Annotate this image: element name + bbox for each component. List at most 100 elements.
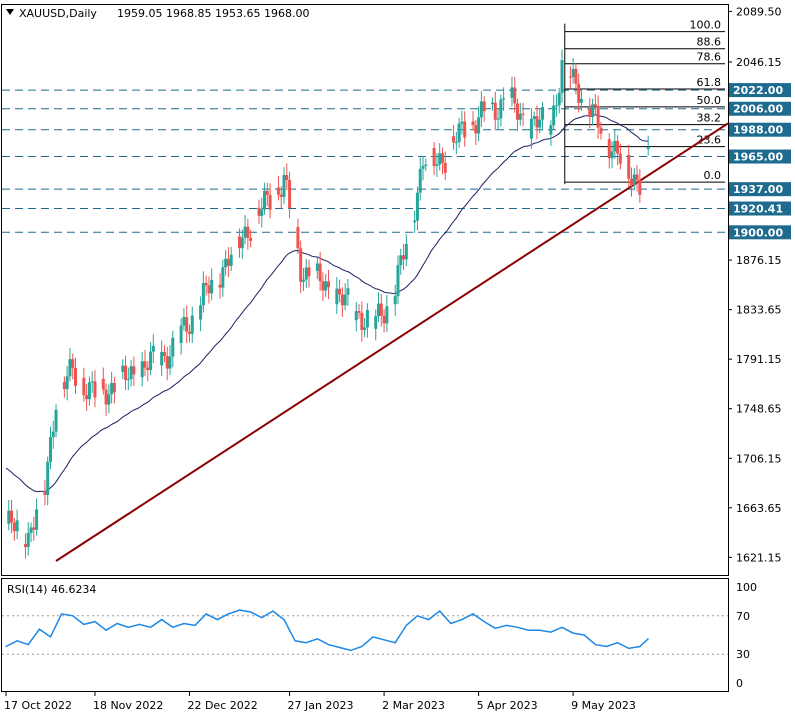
candle-body [577, 83, 581, 103]
candle-body [162, 351, 166, 357]
candle-body [260, 209, 264, 216]
y-tick-label: 2089.50 [736, 5, 782, 18]
level-label: 2006.00 [733, 103, 783, 116]
candle-body [607, 139, 611, 159]
candle-body [26, 532, 30, 548]
candle-body [568, 76, 572, 78]
candle-body [638, 180, 642, 195]
candle-body [421, 165, 425, 169]
rsi-point [216, 619, 218, 621]
level-label-box [729, 225, 791, 240]
candle-body [632, 174, 636, 186]
rsi-point [494, 627, 496, 629]
candle-body [263, 190, 267, 210]
collapse-triangle-icon[interactable] [6, 9, 14, 15]
candle-body [51, 431, 55, 438]
rsi-tick-label: 70 [736, 610, 750, 623]
candle-body [591, 104, 595, 118]
candle-body [187, 331, 191, 334]
trendline [55, 122, 729, 562]
candle-body [471, 121, 475, 126]
level-label-box [729, 101, 791, 116]
candle-body [374, 316, 378, 329]
candle-body [226, 258, 230, 266]
rsi-point [561, 626, 563, 628]
candle-body [65, 376, 69, 390]
candlesticks [7, 49, 650, 559]
level-label: 1900.00 [733, 226, 783, 239]
candle-body [343, 294, 347, 306]
candle-body [265, 190, 269, 195]
main-plot-frame [1, 4, 729, 576]
candle-body [538, 119, 542, 128]
rsi-plot-frame [1, 578, 729, 692]
rsi-point [516, 626, 519, 628]
rsi-point [38, 628, 40, 630]
candle-body [87, 382, 91, 400]
level-label: 1937.00 [733, 183, 783, 196]
rsi-point [339, 646, 341, 649]
rsi-point [272, 610, 274, 612]
rsi-point [194, 624, 196, 627]
candle-body [596, 106, 600, 128]
y-tick-label: 1621.15 [736, 551, 782, 564]
rsi-point [161, 619, 163, 621]
candle-body [379, 303, 383, 316]
rsi-point [238, 609, 241, 611]
candle-body [574, 68, 578, 84]
candle-body [48, 437, 52, 462]
y-tick-label: 1748.65 [736, 403, 782, 416]
candle-body [54, 409, 58, 432]
candle-body [101, 378, 105, 390]
rsi-point [116, 622, 118, 625]
candle-body [599, 127, 603, 134]
time-axis: 17 Oct 2022 18 Nov 2022 22 Dec 2022 27 Jan … [4, 691, 636, 712]
candle-body [299, 248, 303, 282]
level-label-box [729, 83, 791, 98]
candle-body [549, 125, 553, 135]
rsi-point [227, 613, 229, 615]
rsi-point [617, 642, 619, 644]
candle-body [541, 106, 545, 120]
rsi-point [605, 645, 608, 648]
candle-body [346, 288, 350, 295]
candle-body [288, 180, 292, 209]
candle-body [452, 136, 456, 143]
fib-label: 38.2 [697, 112, 722, 125]
candle-body [493, 102, 497, 120]
x-tick-label: 2 Mar 2023 [382, 699, 445, 712]
candle-body [107, 394, 111, 405]
moving-average [5, 114, 649, 493]
candle-body [560, 59, 564, 94]
candle-body [112, 382, 116, 393]
candle-body [43, 491, 47, 495]
rsi-point [94, 620, 96, 623]
candle-body [318, 263, 322, 282]
candle-body [518, 113, 522, 120]
candle-body [535, 116, 539, 128]
rsi-point [439, 610, 441, 612]
rsi-header: RSI(14) 46.6234 [7, 583, 96, 596]
rsi-point [305, 642, 307, 644]
fib-label: 61.8 [697, 76, 722, 89]
candle-body [393, 296, 397, 305]
candle-body [360, 312, 364, 331]
rsi-point [405, 624, 407, 627]
candle-body [357, 311, 361, 313]
price-axis: 2089.50 2046.15 1876.15 1833.65 1791.15 1748.… [728, 5, 782, 564]
rsi-point [472, 613, 474, 615]
level-label-box [729, 122, 791, 137]
level-label-box [729, 149, 791, 164]
rsi-point [327, 644, 330, 646]
candle-body [301, 279, 305, 282]
candle-body [185, 317, 189, 332]
candle-body [126, 379, 130, 381]
fib-label: 0.0 [704, 169, 722, 182]
candle-body [132, 366, 136, 375]
candle-body [513, 87, 517, 104]
candle-body [491, 102, 494, 105]
rsi-point [83, 623, 85, 626]
candle-body [616, 141, 620, 154]
candle-body [10, 510, 14, 523]
candle-body [396, 265, 400, 297]
